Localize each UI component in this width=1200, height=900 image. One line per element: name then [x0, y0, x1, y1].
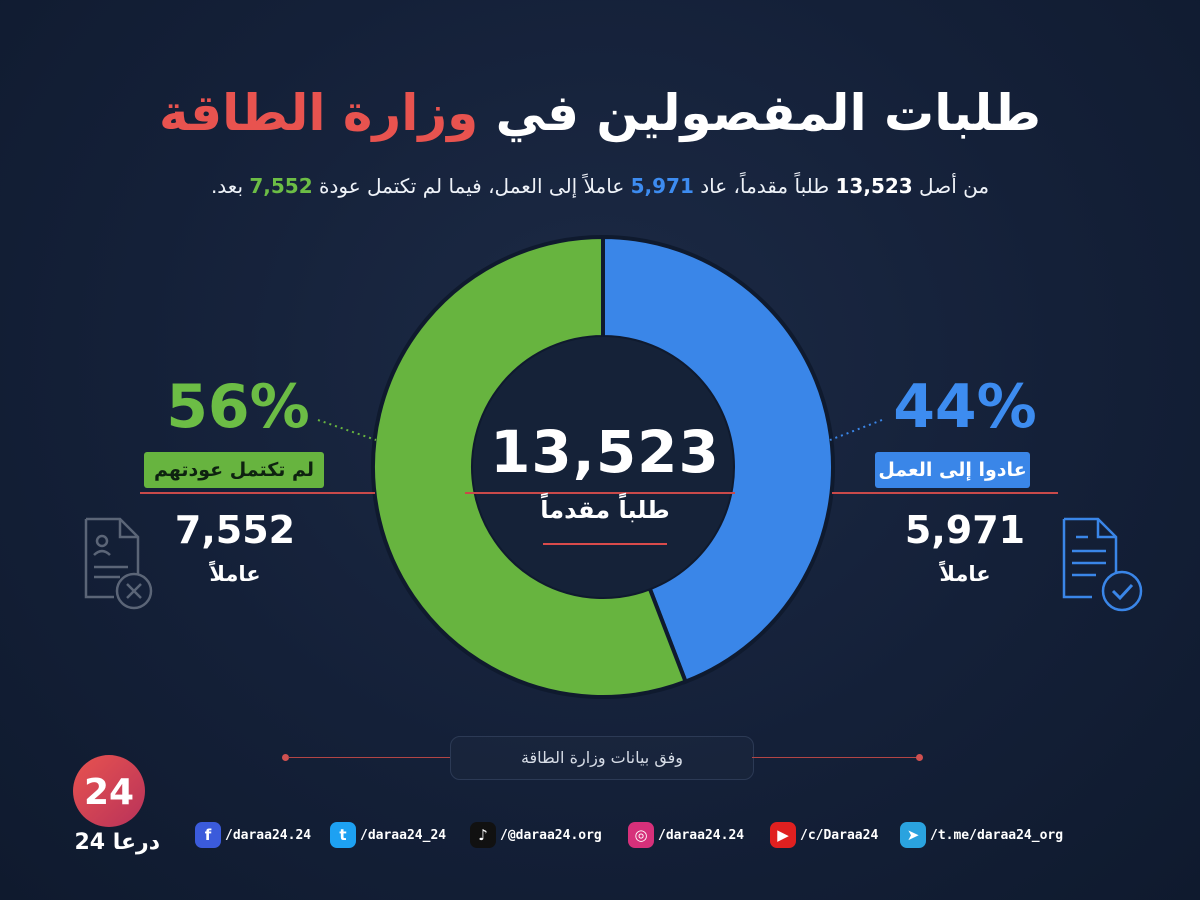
social-link-twitter[interactable]: t/daraa24_24: [330, 822, 446, 848]
pending-tag: لم تكتمل عودتهم: [144, 452, 324, 488]
subtitle-total: 13,523: [835, 174, 913, 198]
source-line-right: [752, 757, 918, 758]
subtitle-part-1: من أصل: [912, 174, 990, 198]
social-link-instagram[interactable]: ◎/daraa24.24: [628, 822, 744, 848]
returned-unit: عاملاً: [939, 562, 991, 586]
subtitle-pending: 7,552: [249, 174, 313, 198]
social-link-telegram[interactable]: ➤/t.me/daraa24_org: [900, 822, 1063, 848]
telegram-icon: ➤: [900, 822, 926, 848]
returned-percent: 44%: [893, 372, 1037, 442]
left-divider-line: [140, 492, 375, 494]
pending-leader-line: [317, 419, 377, 441]
social-link-tiktok[interactable]: ♪/@daraa24.org: [470, 822, 602, 848]
instagram-icon: ◎: [628, 822, 654, 848]
source-dot-right: [916, 754, 923, 761]
center-label: طلباً مقدماً: [540, 496, 670, 524]
donut-hole: [473, 337, 733, 597]
document-rejected-icon: [84, 517, 153, 610]
page-title: طلبات المفصولين في وزارة الطاقة: [0, 78, 1200, 148]
social-handle: /c/Daraa24: [800, 827, 879, 843]
social-handle: /daraa24.24: [225, 827, 312, 843]
returned-leader-line: [829, 419, 883, 441]
subtitle-part-4: بعد.: [210, 174, 250, 198]
pending-count: 7,552: [174, 508, 296, 552]
logo-numeral: 24: [84, 772, 134, 813]
title-accent: وزارة الطاقة: [159, 84, 479, 142]
source-line-left: [288, 757, 450, 758]
center-divider-line: [465, 492, 735, 494]
center-total: 13,523: [490, 418, 720, 486]
title-main: طلبات المفصولين في: [495, 84, 1041, 142]
center-underline: [543, 543, 667, 545]
logo-text: درعا 24: [74, 830, 160, 855]
subtitle: من أصل 13,523 طلباً مقدماً، عاد 5,971 عا…: [0, 168, 1200, 204]
source-dot-left: [282, 754, 289, 761]
social-handle: /daraa24_24: [360, 827, 447, 843]
pending-percent: 56%: [166, 372, 310, 442]
daraa24-logo: 24: [73, 755, 145, 827]
social-handle: /@daraa24.org: [500, 827, 602, 843]
social-handle: /daraa24.24: [658, 827, 745, 843]
social-handle: /t.me/daraa24_org: [930, 827, 1064, 843]
tiktok-icon: ♪: [470, 822, 496, 848]
source-note: وفق بيانات وزارة الطاقة: [450, 736, 754, 780]
pending-unit: عاملاً: [209, 562, 261, 586]
facebook-icon: f: [195, 822, 221, 848]
subtitle-part-2: طلباً مقدماً، عاد: [693, 174, 836, 198]
returned-count: 5,971: [904, 508, 1026, 552]
document-approved-icon: [1062, 517, 1143, 612]
returned-tag: عادوا إلى العمل: [875, 452, 1030, 488]
twitter-icon: t: [330, 822, 356, 848]
subtitle-part-3: عاملاً إلى العمل، فيما لم تكتمل عودة: [312, 174, 631, 198]
right-divider-line: [832, 492, 1058, 494]
social-link-facebook[interactable]: f/daraa24.24: [195, 822, 311, 848]
subtitle-returned: 5,971: [630, 174, 694, 198]
social-link-youtube[interactable]: ▶/c/Daraa24: [770, 822, 878, 848]
youtube-icon: ▶: [770, 822, 796, 848]
